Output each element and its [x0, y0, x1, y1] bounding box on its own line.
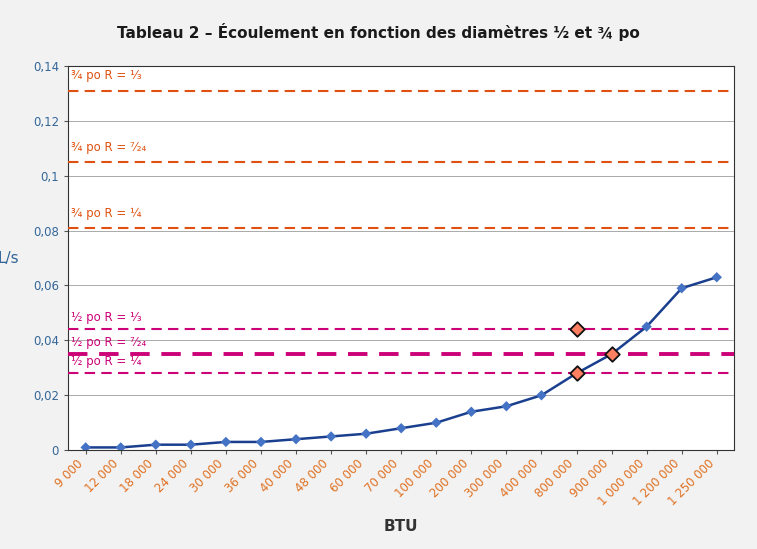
- Point: [606, 350, 618, 358]
- Point: [150, 440, 162, 449]
- Point: [500, 402, 512, 411]
- Text: ¾ po R = ¼: ¾ po R = ¼: [71, 206, 142, 220]
- Text: ¾ po R = ¹⁄₃: ¾ po R = ¹⁄₃: [71, 69, 142, 82]
- Point: [430, 418, 442, 427]
- Point: [395, 424, 407, 433]
- X-axis label: BTU: BTU: [384, 519, 419, 534]
- Point: [466, 407, 478, 416]
- Point: [185, 440, 197, 449]
- Point: [79, 443, 92, 452]
- Point: [606, 350, 618, 358]
- Text: Tableau 2 – Écoulement en fonction des diamètres ½ et ¾ po: Tableau 2 – Écoulement en fonction des d…: [117, 23, 640, 41]
- Point: [676, 284, 688, 293]
- Point: [571, 369, 583, 378]
- Point: [325, 432, 337, 441]
- Point: [571, 325, 583, 334]
- Point: [711, 273, 723, 282]
- Text: ½ po R = ¹⁄₃: ½ po R = ¹⁄₃: [71, 311, 142, 324]
- Point: [220, 438, 232, 446]
- Y-axis label: L/s: L/s: [0, 250, 19, 266]
- Point: [290, 435, 302, 444]
- Text: ¾ po R = ⁷⁄₂₄: ¾ po R = ⁷⁄₂₄: [71, 141, 147, 154]
- Point: [535, 391, 547, 400]
- Point: [255, 438, 267, 446]
- Point: [640, 322, 653, 331]
- Point: [114, 443, 126, 452]
- Point: [360, 429, 372, 438]
- Text: ½ po R = ⁷⁄₂₄: ½ po R = ⁷⁄₂₄: [71, 335, 147, 349]
- Text: ½ po R = ¼: ½ po R = ¼: [71, 355, 142, 368]
- Point: [571, 369, 583, 378]
